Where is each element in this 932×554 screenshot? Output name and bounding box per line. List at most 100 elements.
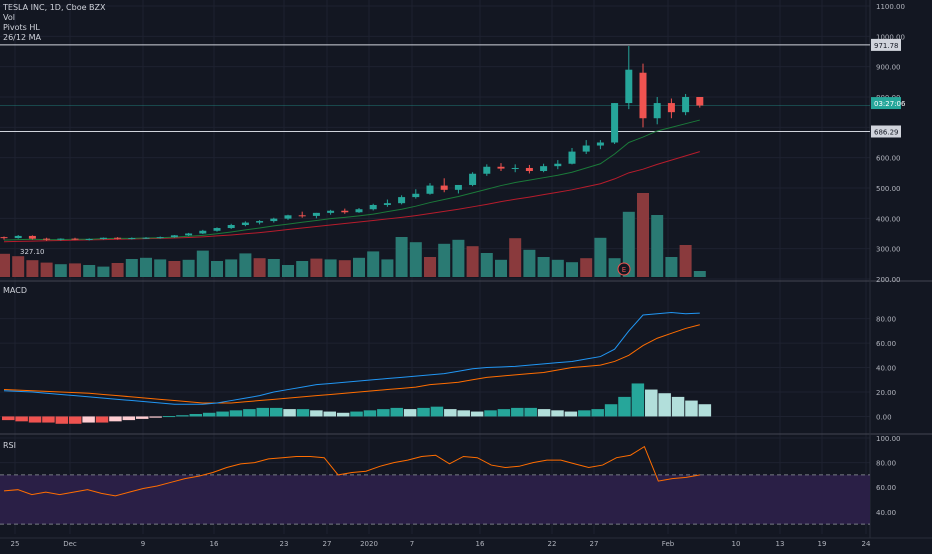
candle-body[interactable] [568, 151, 576, 164]
candle-body[interactable] [156, 237, 164, 239]
macd-histogram-bar [28, 416, 42, 423]
candle-body[interactable] [142, 237, 150, 239]
rsi-band [0, 474, 870, 525]
candle-body[interactable] [99, 237, 107, 239]
macd-axis-label: 0.00 [876, 413, 892, 421]
volume-bar [495, 259, 507, 277]
candle-body[interactable] [341, 210, 349, 213]
candle-body[interactable] [639, 72, 647, 119]
candle-body[interactable] [483, 166, 491, 174]
candle-body[interactable] [412, 193, 420, 198]
candle-body[interactable] [256, 221, 264, 223]
macd-histogram-bar [618, 396, 631, 417]
candle-body[interactable] [199, 230, 207, 234]
candle-body[interactable] [227, 225, 235, 229]
candle-body[interactable] [355, 209, 363, 213]
candle-body[interactable] [14, 235, 22, 239]
volume-bar [693, 271, 706, 277]
macd-histogram-bar [269, 407, 283, 417]
candle-body[interactable] [440, 185, 448, 190]
volume-bar [409, 242, 422, 277]
candle-body[interactable] [454, 184, 462, 190]
candle-body[interactable] [85, 238, 93, 240]
candle-body[interactable] [185, 233, 193, 236]
macd-histogram-bar [283, 409, 296, 417]
candle-body[interactable] [284, 215, 292, 219]
candle-body[interactable] [369, 204, 377, 210]
candle-body[interactable] [43, 238, 51, 240]
macd-axis-label: 60.00 [876, 340, 896, 348]
countdown-tag-bg [871, 97, 901, 110]
candle-body[interactable] [170, 235, 178, 238]
volume-bar [338, 260, 351, 277]
volume-bar [381, 259, 394, 277]
candle-body[interactable] [540, 166, 548, 172]
macd-histogram-bar [149, 416, 162, 418]
macd-histogram-bar [55, 416, 69, 424]
candle-body[interactable] [270, 218, 278, 222]
macd-axis-label: 20.00 [876, 389, 896, 397]
candle-body[interactable] [426, 185, 434, 194]
candle-body[interactable] [511, 167, 519, 169]
time-axis-label: 23 [280, 540, 289, 548]
candle-body[interactable] [582, 145, 590, 152]
candle-body[interactable] [213, 228, 221, 231]
volume-bar [0, 253, 10, 277]
candle-body[interactable] [71, 238, 79, 240]
volume-bar [622, 211, 635, 277]
macd-histogram-bar [444, 409, 457, 417]
candle-body[interactable] [469, 173, 477, 185]
volume-legend[interactable]: Vol [3, 13, 15, 22]
symbol-label[interactable]: TESLA INC, 1D, Cboe BZX [3, 3, 106, 12]
macd-histogram-bar [42, 416, 55, 423]
volume-bar [466, 246, 479, 277]
candle-body[interactable] [497, 166, 505, 169]
volume-bar [182, 259, 195, 277]
candle-body[interactable] [128, 238, 136, 240]
ma-legend[interactable]: 26/12 MA [3, 33, 41, 42]
candle-body[interactable] [57, 238, 65, 240]
macd-histogram-bar [162, 416, 176, 418]
candle-body[interactable] [667, 103, 675, 113]
earnings-marker[interactable] [617, 262, 631, 276]
candle-body[interactable] [28, 235, 36, 239]
candle-body[interactable] [611, 103, 619, 143]
candle-body[interactable] [554, 163, 562, 167]
time-axis-label: 16 [476, 540, 485, 548]
candle-body[interactable] [114, 237, 122, 239]
candle-body[interactable] [696, 97, 704, 106]
candle-body[interactable] [682, 97, 690, 113]
macd-histogram-bar [256, 407, 270, 417]
candle-body[interactable] [653, 103, 661, 119]
price-axis-label: 500.00 [876, 185, 901, 193]
candle-body[interactable] [0, 237, 8, 239]
volume-bar [324, 259, 337, 277]
macd-histogram-bar [216, 411, 229, 417]
candle-body[interactable] [312, 212, 320, 216]
candle-body[interactable] [596, 142, 604, 146]
candle-body[interactable] [383, 203, 391, 205]
macd-histogram-bar [698, 404, 712, 417]
volume-bar [54, 264, 67, 277]
candle-body[interactable] [525, 167, 533, 172]
candle-body[interactable] [327, 210, 335, 213]
candle-body[interactable] [298, 215, 306, 217]
time-axis-label: 13 [776, 540, 785, 548]
rsi-pane-title[interactable]: RSI [3, 441, 16, 450]
volume-bar [154, 259, 167, 277]
macd-pane-title[interactable]: MACD [3, 286, 27, 295]
volume-bar [97, 266, 110, 277]
macd-histogram-bar [645, 389, 658, 417]
time-axis-label: 25 [11, 540, 20, 548]
candle-body[interactable] [241, 222, 249, 226]
candle-body[interactable] [398, 197, 406, 204]
low-pivot-label: 327.10 [20, 248, 45, 256]
macd-histogram-bar [457, 410, 470, 417]
macd-histogram-bar [189, 414, 203, 417]
pivots-legend[interactable]: Pivots HL [3, 23, 40, 32]
candle-body[interactable] [625, 69, 633, 104]
volume-bar [211, 261, 223, 277]
ma-fast-line [3, 119, 700, 241]
